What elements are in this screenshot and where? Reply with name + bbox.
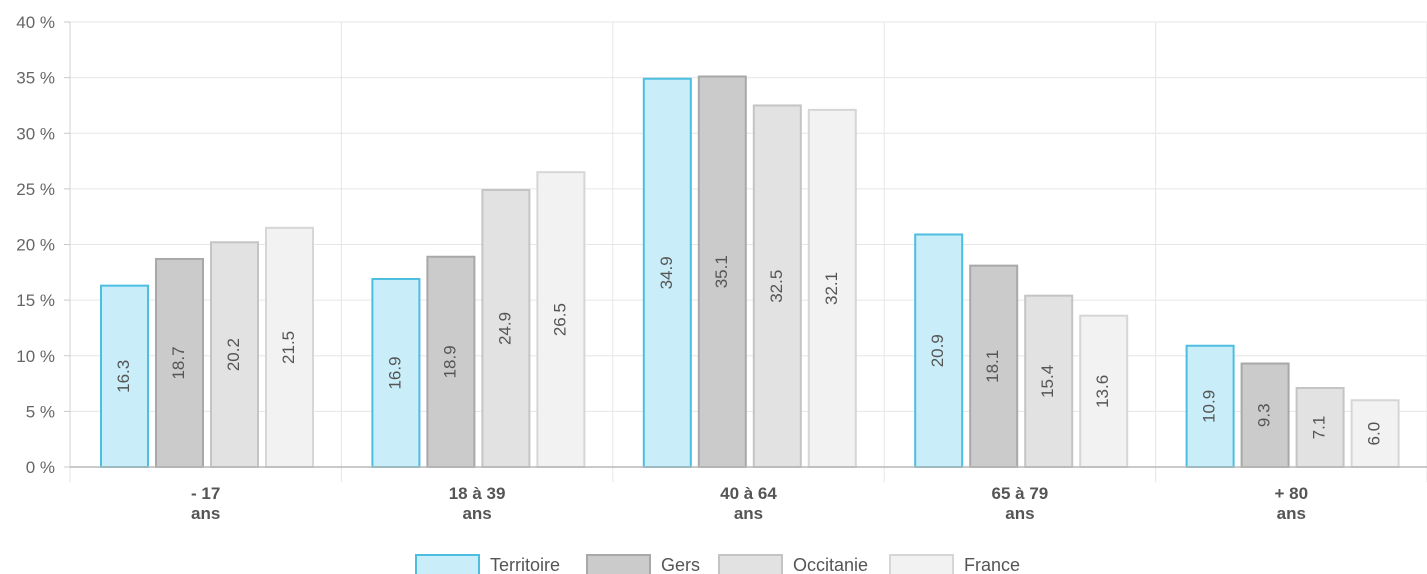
data-label: 21.5	[279, 331, 298, 364]
x-tick-label: - 17	[191, 484, 220, 503]
bars: 16.3 16.9 34.9 20.9 10.9 18.7 18.9 35.1 18.1 9.3 2…	[100, 75, 1400, 469]
bar-territoire-2[interactable]	[642, 77, 692, 469]
data-label: 6.0	[1365, 422, 1384, 446]
bar-occitanie-1[interactable]	[481, 188, 531, 469]
legend[interactable]: Territoire Gers Occitanie France	[415, 554, 1020, 574]
bar-territoire-3[interactable]	[914, 233, 964, 468]
legend-swatch	[586, 554, 651, 574]
data-label: 32.5	[767, 270, 786, 303]
legend-item-territoire[interactable]: Territoire	[415, 554, 560, 574]
data-label: 24.9	[495, 312, 514, 345]
x-tick-label: 18 à 39	[449, 484, 506, 503]
x-tick-label: ans	[462, 504, 491, 523]
legend-label: Occitanie	[793, 555, 868, 574]
data-label: 16.3	[114, 360, 133, 393]
y-tick-label: 40 %	[16, 13, 55, 32]
data-label: 10.9	[1200, 390, 1219, 423]
y-tick-label: 35 %	[16, 69, 55, 88]
legend-label: France	[964, 555, 1020, 574]
data-label: 18.9	[440, 345, 459, 378]
data-label: 34.9	[657, 256, 676, 289]
legend-swatch	[415, 554, 480, 574]
data-label: 13.6	[1093, 375, 1112, 408]
data-label: 7.1	[1310, 416, 1329, 440]
legend-item-france[interactable]: France	[889, 554, 1020, 574]
y-tick-label: 25 %	[16, 180, 55, 199]
bar-france-0[interactable]	[265, 226, 314, 468]
data-label: 9.3	[1255, 403, 1274, 427]
x-tick-label: ans	[1005, 504, 1034, 523]
data-label: 15.4	[1038, 365, 1057, 398]
bar-gers-4[interactable]	[1240, 362, 1290, 469]
y-tick-label: 30 %	[16, 124, 55, 143]
bar-occitanie-3[interactable]	[1024, 294, 1074, 468]
bar-gers-2[interactable]	[697, 75, 747, 468]
data-label: 35.1	[712, 255, 731, 288]
bar-occitanie-2[interactable]	[752, 104, 802, 468]
data-label: 20.9	[928, 334, 947, 367]
y-axis: 0 % 5 % 10 % 15 % 20 % 25 % 30 % 35 % 40 %	[16, 13, 71, 477]
bar-france-3[interactable]	[1079, 314, 1129, 469]
y-tick-label: 0 %	[26, 458, 55, 477]
legend-item-gers[interactable]: Gers	[586, 554, 700, 574]
x-tick-label: 40 à 64	[720, 484, 777, 503]
data-label: 32.1	[822, 272, 841, 305]
legend-swatch	[718, 554, 783, 574]
y-tick-label: 5 %	[26, 402, 55, 421]
bar-france-4[interactable]	[1350, 399, 1400, 468]
data-label: 16.9	[385, 356, 404, 389]
legend-item-occitanie[interactable]: Occitanie	[718, 554, 868, 574]
x-tick-label: ans	[734, 504, 763, 523]
legend-label: Territoire	[490, 555, 560, 574]
y-tick-label: 10 %	[16, 347, 55, 366]
bar-gers-0[interactable]	[155, 257, 204, 468]
bar-occitanie-0[interactable]	[210, 241, 259, 468]
data-label: 18.1	[983, 350, 1002, 383]
data-label: 26.5	[550, 303, 569, 336]
bar-gers-1[interactable]	[426, 255, 476, 468]
y-tick-label: 20 %	[16, 236, 55, 255]
bar-territoire-1[interactable]	[371, 277, 421, 468]
bar-territoire-4[interactable]	[1185, 344, 1235, 468]
x-tick-label: ans	[1277, 504, 1306, 523]
bar-gers-3[interactable]	[969, 264, 1019, 469]
bar-france-2[interactable]	[807, 108, 857, 468]
x-tick-label: + 80	[1275, 484, 1309, 503]
x-tick-label: 65 à 79	[992, 484, 1049, 503]
data-label: 18.7	[169, 346, 188, 379]
bar-france-1[interactable]	[536, 171, 586, 468]
data-label: 20.2	[224, 338, 243, 371]
legend-label: Gers	[661, 555, 700, 574]
bar-territoire-0[interactable]	[100, 284, 149, 468]
y-tick-label: 15 %	[16, 291, 55, 310]
x-tick-label: ans	[191, 504, 220, 523]
legend-swatch	[889, 554, 954, 574]
